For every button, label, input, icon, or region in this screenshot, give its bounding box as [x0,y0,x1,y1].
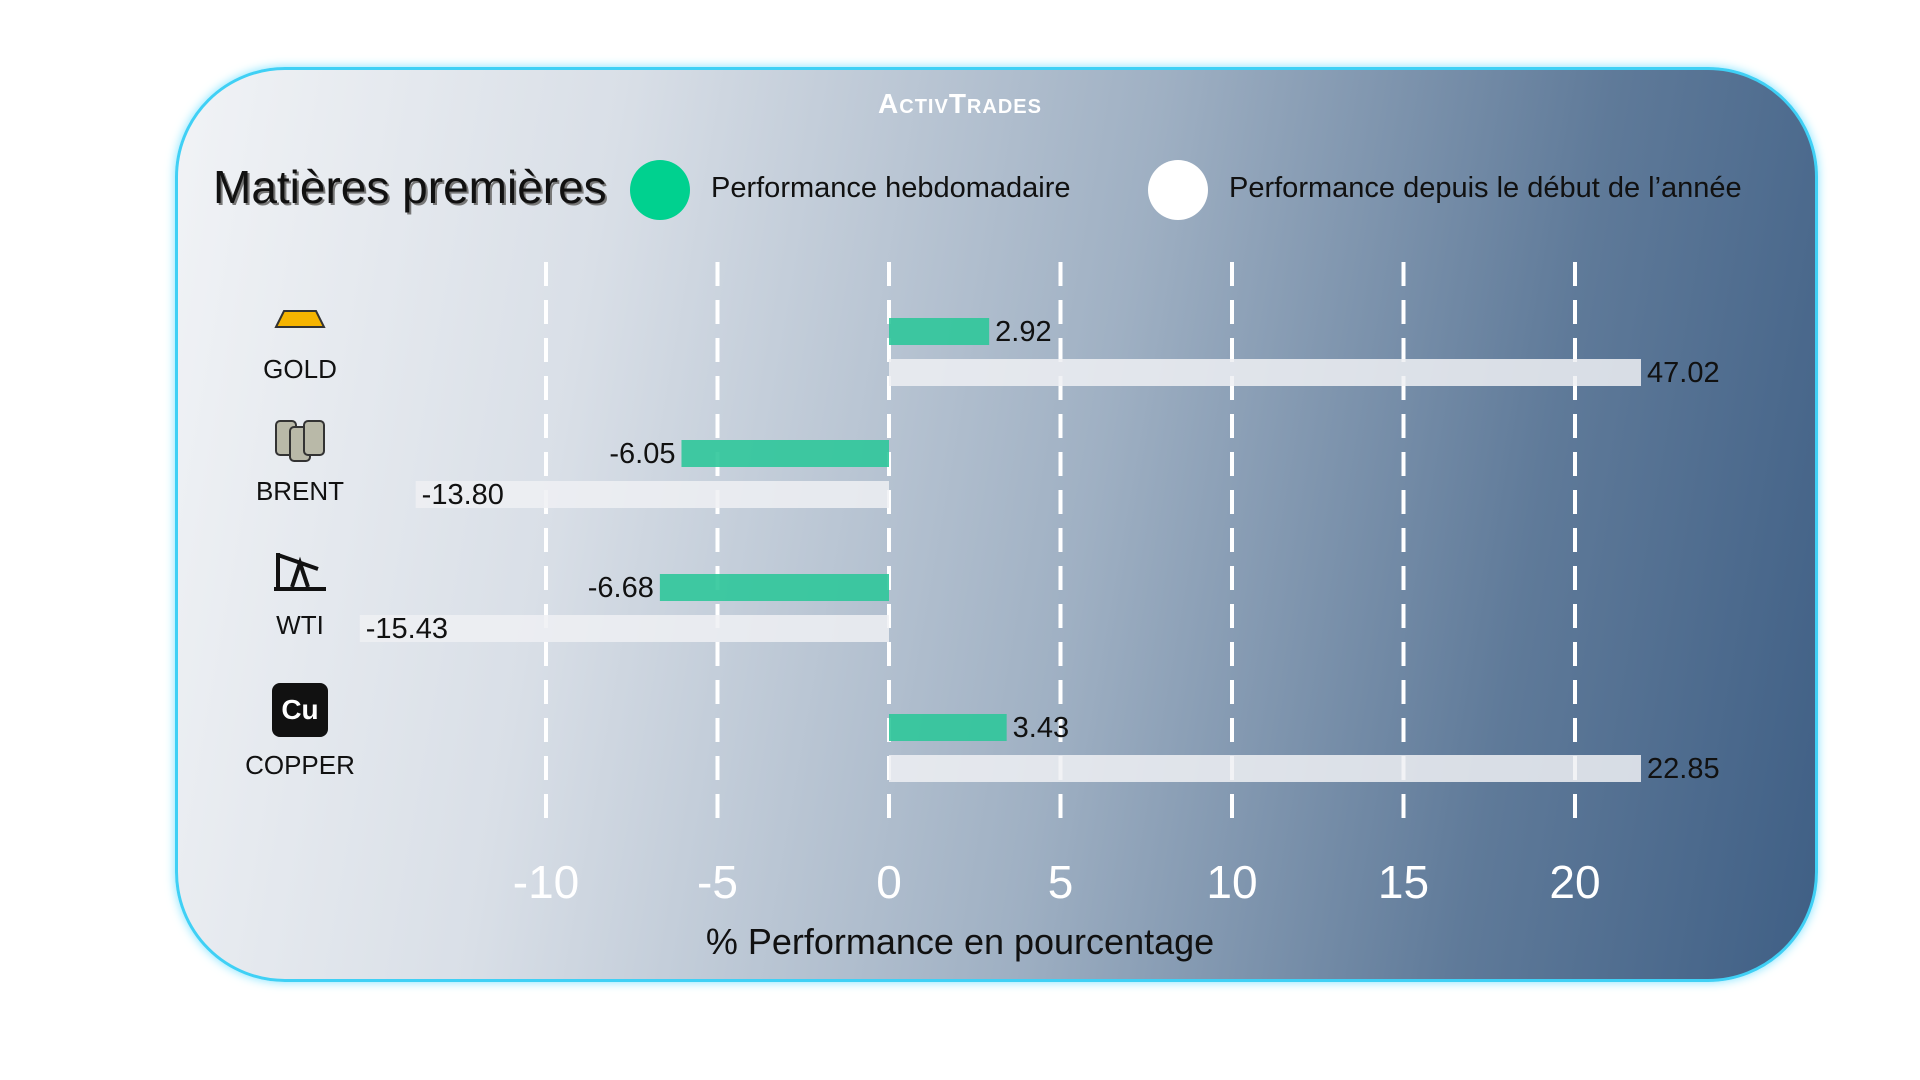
x-tick-label: -10 [513,856,579,908]
x-tick-label: 15 [1378,856,1429,908]
x-tick-label: 10 [1206,856,1257,908]
weekly-value-label: 2.92 [995,316,1051,348]
category-label: WTI [276,610,324,640]
x-tick-label: 20 [1549,856,1600,908]
ytd-value-label: 22.85 [1647,753,1720,785]
weekly-bar [659,574,889,601]
ytd-value-label: -15.43 [366,613,448,645]
copper-element-icon: Cu [272,683,328,737]
ytd-bar [889,359,1641,386]
x-tick-label: -5 [697,856,738,908]
category-label: BRENT [256,476,344,506]
weekly-value-label: 3.43 [1013,712,1069,744]
x-tick-label: 5 [1048,856,1074,908]
oil-barrels-icon [275,420,325,462]
ytd-bar [415,481,889,508]
weekly-bar [889,318,990,345]
weekly-value-label: -6.68 [588,572,654,604]
x-tick-label: 0 [876,856,902,908]
weekly-bar [681,440,889,467]
category-label: COPPER [245,750,355,780]
gold-bars-icon [274,310,326,328]
weekly-value-label: -6.05 [609,438,675,470]
category-label: GOLD [263,354,337,384]
activtrades-logo: ActivTrades [878,88,1042,119]
chart-card [175,67,1818,982]
chart-title: Matières premières [213,161,607,213]
legend-ytd-swatch [1148,160,1208,220]
ytd-value-label: 47.02 [1647,357,1720,389]
x-axis-title: % Performance en pourcentage [706,921,1214,962]
legend-weekly-label: Performance hebdomadaire [711,172,1071,204]
ytd-value-label: -13.80 [422,479,504,511]
legend-ytd-label: Performance depuis le début de l’année [1229,172,1742,204]
oil-pump-icon [274,553,326,591]
legend-weekly-swatch [630,160,690,220]
svg-text:Cu: Cu [281,694,318,725]
ytd-bar [889,755,1641,782]
weekly-bar [889,714,1007,741]
ytd-bar [359,615,890,642]
